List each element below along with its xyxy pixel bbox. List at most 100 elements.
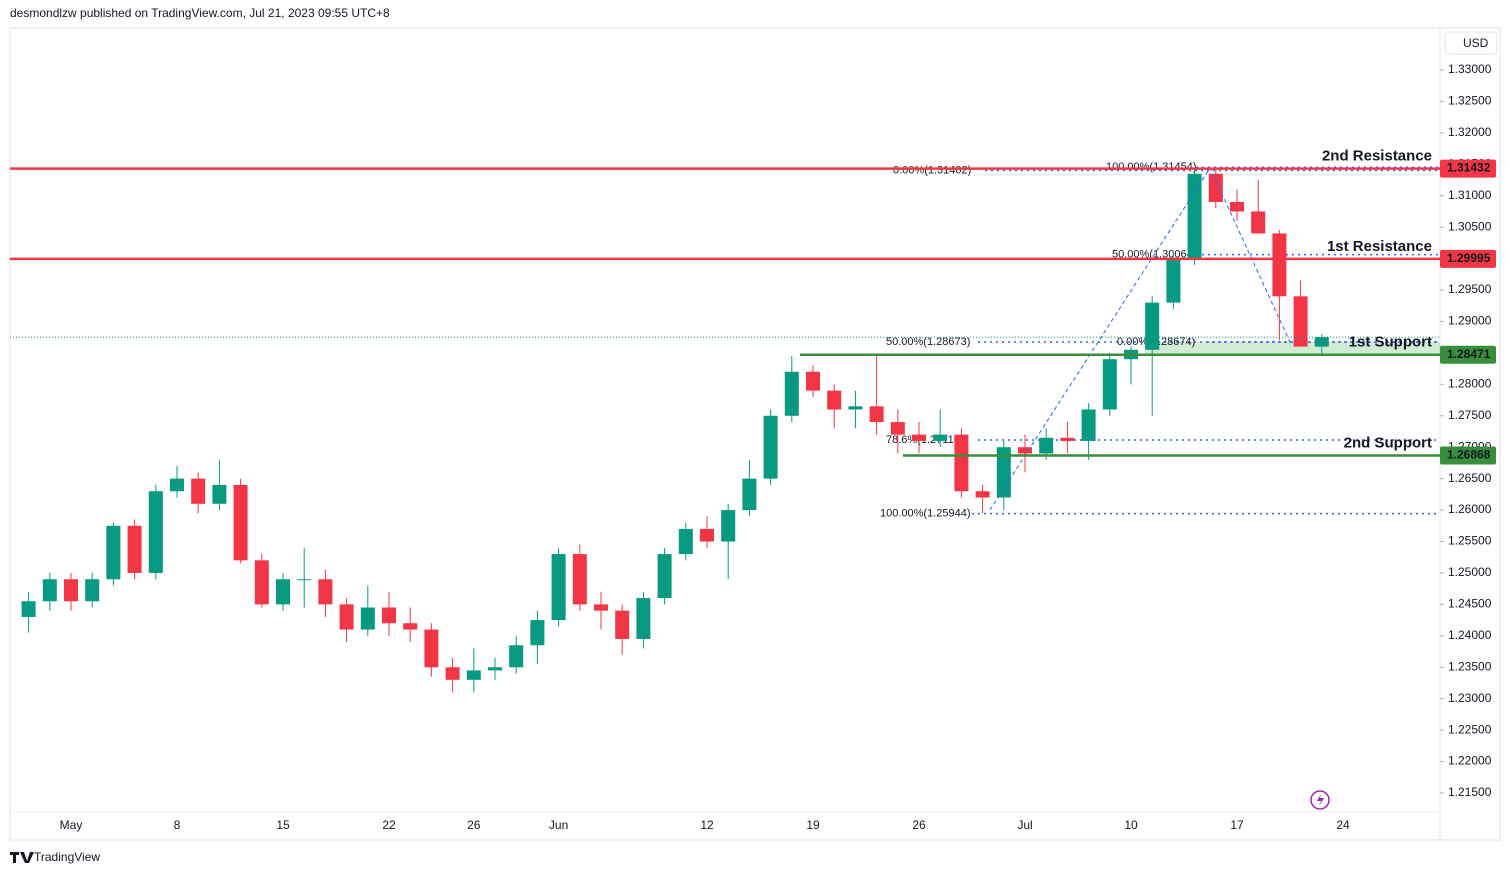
candle-body [339, 604, 354, 630]
candle-body [106, 525, 121, 580]
level-price: 1.26868 [1447, 448, 1491, 462]
x-tick-label: May [60, 818, 83, 832]
y-tick-label: 1.23000 [1448, 691, 1492, 705]
candle-body [657, 554, 672, 599]
frame [9, 27, 1501, 841]
lightning-icon[interactable] [1310, 790, 1330, 810]
candle-body [488, 667, 502, 671]
y-tick-label: 1.25000 [1448, 565, 1492, 579]
x-tick-label: 24 [1336, 818, 1350, 832]
candle-body [551, 554, 566, 621]
candle-body [806, 371, 820, 391]
y-tick-label: 1.24500 [1448, 597, 1492, 611]
candle-body [42, 579, 57, 602]
candle-body [742, 478, 757, 511]
candle-body [1251, 211, 1266, 234]
y-tick-label: 1.32000 [1448, 125, 1492, 139]
candle-body [127, 525, 142, 573]
y-tick-label: 1.21500 [1448, 785, 1492, 799]
x-tick-label: 8 [174, 818, 181, 832]
x-tick-label: 17 [1230, 818, 1244, 832]
level-price-box [1440, 249, 1496, 268]
candle-body [1102, 359, 1117, 410]
y-tick-label: 1.22000 [1448, 754, 1492, 768]
candle-body [721, 510, 736, 542]
currency-button[interactable] [1444, 31, 1498, 55]
x-tick-label: 26 [467, 818, 481, 832]
candle-body [1081, 409, 1096, 441]
y-tick-label: 1.25500 [1448, 534, 1492, 548]
candle-body [572, 554, 587, 605]
y-tick-label: 1.29500 [1448, 282, 1492, 296]
fib-label: 0.00%(1.31402) [893, 164, 971, 176]
tv-logo [10, 852, 34, 863]
y-tick-label: 1.22500 [1448, 722, 1492, 736]
x-tick-label: Jun [549, 818, 568, 832]
candle-body [1272, 233, 1287, 297]
candle-body [297, 579, 312, 581]
lightning-bolt [1317, 794, 1324, 806]
y-tick-label: 1.24000 [1448, 628, 1492, 642]
footer: TradingView [34, 850, 100, 864]
candle-body [466, 670, 481, 680]
x-tick-label: 26 [912, 818, 926, 832]
level-price: 1.29995 [1447, 251, 1491, 265]
y-tick-label: 1.32500 [1448, 94, 1492, 108]
candle-body [890, 422, 905, 435]
level-name: 2nd Support [1344, 434, 1432, 451]
candle-body [848, 406, 863, 410]
x-tick-label: 15 [276, 818, 290, 832]
candle-body [1060, 437, 1075, 441]
header: desmondlzw published on TradingView.com,… [10, 6, 390, 20]
candle-body [254, 560, 269, 605]
support-zone [1145, 342, 1440, 355]
candle-body [700, 528, 714, 542]
y-tick-label: 1.23500 [1448, 659, 1492, 673]
candle-body [530, 620, 545, 646]
level-name: 1st Resistance [1327, 238, 1432, 255]
candle-body [594, 604, 608, 611]
y-tick-label: 1.26500 [1448, 471, 1492, 485]
y-tick-label: 1.33000 [1448, 62, 1492, 76]
y-tick-label: 1.30500 [1448, 219, 1492, 233]
candle-body [509, 645, 524, 668]
fib-label: 50.00%(1.28673) [886, 336, 970, 348]
y-tick-label: 1.27500 [1448, 408, 1492, 422]
candle-body [21, 601, 36, 617]
candle-body [360, 607, 375, 630]
fib-label: 100.00%(1.25944) [880, 508, 971, 520]
candle-body [170, 478, 184, 492]
candle-body [954, 434, 969, 492]
x-tick-label: Jul [1017, 818, 1032, 832]
candle-body [996, 447, 1011, 498]
candle-body [276, 579, 290, 605]
candle-body [933, 434, 948, 441]
candle-body [1039, 437, 1054, 454]
candle-body [445, 667, 460, 680]
candle-body [1145, 302, 1160, 350]
candle-body [1230, 202, 1244, 212]
x-tick-label: 10 [1124, 818, 1138, 832]
level-price-box [1440, 345, 1496, 364]
candle-body [191, 478, 206, 504]
candle-body [827, 390, 842, 410]
candle-body [975, 491, 990, 498]
candle-body [318, 579, 333, 605]
level-price: 1.28471 [1447, 347, 1491, 361]
candle-body [636, 598, 651, 639]
x-tick-label: 22 [382, 818, 396, 832]
level-price-box [1440, 446, 1496, 465]
currency: USD [1463, 36, 1489, 50]
candle-body [678, 528, 693, 555]
y-tick-label: 1.29000 [1448, 314, 1492, 328]
candle-body [1166, 258, 1181, 303]
candle-body [1314, 337, 1329, 347]
candle-body [615, 610, 630, 639]
level-name: 2nd Resistance [1322, 148, 1432, 165]
candle-body [212, 484, 227, 504]
y-tick-label: 1.28000 [1448, 377, 1492, 391]
candle-body [148, 491, 163, 573]
level-name: 1st Support [1349, 334, 1432, 351]
